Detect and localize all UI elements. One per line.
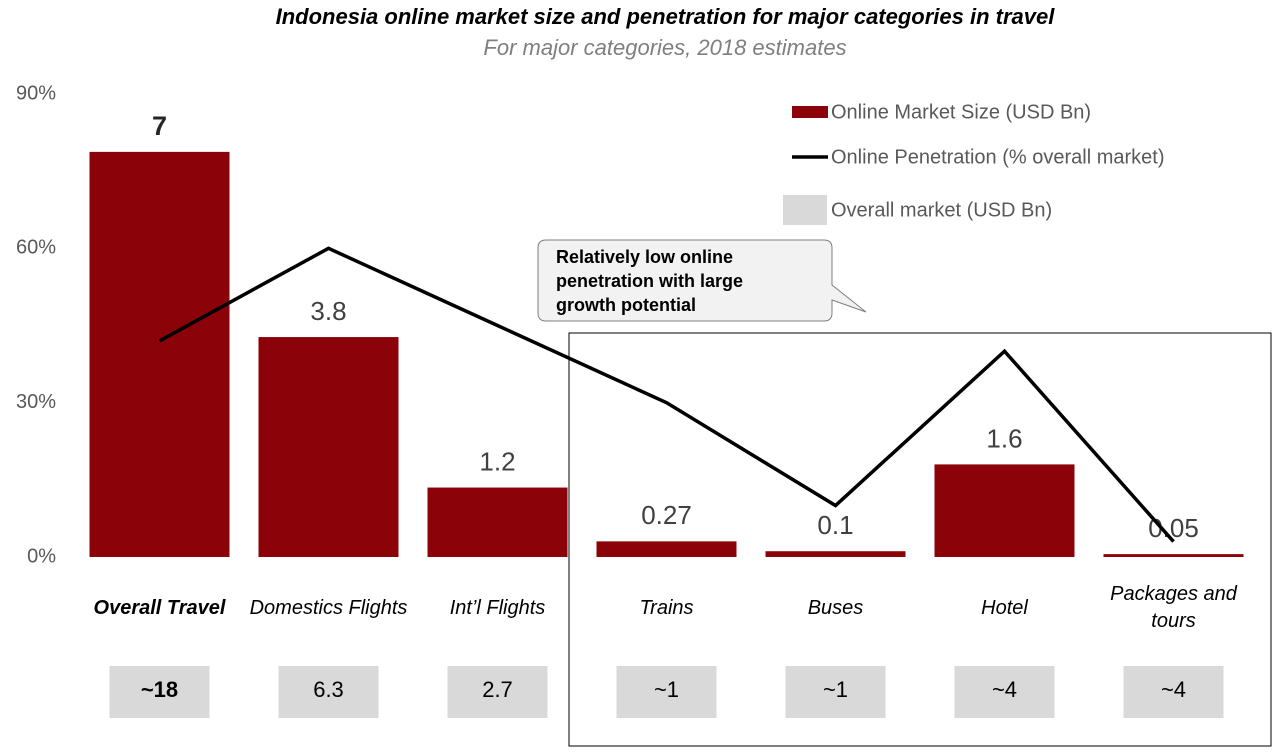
bar-value-label: 1.2	[479, 446, 515, 476]
overall-market-label: ~18	[141, 677, 178, 702]
bar-value-label: 7	[152, 111, 167, 141]
x-tick-label: Hotel	[981, 596, 1028, 619]
bar	[1103, 554, 1244, 557]
bar	[427, 487, 568, 557]
legend-swatch	[792, 106, 828, 118]
overall-market-label: ~1	[654, 677, 679, 702]
overall-market-box	[1123, 666, 1224, 718]
penetration-line	[158, 246, 1175, 543]
y-tick-label: 60%	[16, 237, 56, 259]
x-tick-label: Packages and tours	[1110, 583, 1237, 632]
bar-value-label: 0.1	[817, 510, 853, 540]
bar	[765, 551, 906, 557]
overall-market-box	[447, 666, 548, 718]
overall-market-box	[785, 666, 886, 718]
bar-value-label: 0.05	[1148, 513, 1199, 543]
chart-title: Indonesia online market size and penetra…	[276, 4, 1056, 29]
legend-label: Overall market (USD Bn)	[831, 199, 1052, 221]
x-tick-label: Int’l Flights	[449, 596, 546, 619]
bar	[934, 464, 1075, 557]
y-tick-label: 30%	[16, 391, 56, 413]
y-tick-label: 0%	[27, 545, 56, 567]
bar-value-label: 3.8	[310, 296, 346, 326]
legend-swatch	[783, 195, 827, 225]
overall-market-label: 2.7	[482, 677, 513, 702]
bar-value-label: 0.27	[641, 500, 692, 530]
bar-value-label: 1.6	[986, 423, 1022, 453]
overall-market-label: ~4	[992, 677, 1017, 702]
overall-market-label: ~1	[823, 677, 848, 702]
callout-bubble	[537, 239, 867, 322]
overall-market-box	[109, 666, 210, 718]
highlight-box	[568, 332, 1272, 747]
overall-market-label: ~4	[1161, 677, 1186, 702]
x-tick-label: Domestics Flights	[249, 596, 408, 619]
bar	[258, 337, 399, 557]
bar	[89, 151, 230, 557]
x-tick-label: Buses	[807, 596, 864, 619]
x-tick-label: Overall Travel	[93, 596, 226, 619]
bar	[596, 541, 737, 557]
overall-market-box	[954, 666, 1055, 718]
overall-market-box	[616, 666, 717, 718]
x-tick-label: Trains	[639, 596, 694, 619]
legend-label: Online Market Size (USD Bn)	[831, 101, 1091, 123]
chart-subtitle: For major categories, 2018 estimates	[483, 35, 846, 60]
overall-market-box	[278, 666, 379, 718]
annotation: Relatively low online penetration with l…	[556, 247, 744, 315]
y-tick-label: 90%	[16, 82, 56, 104]
legend-label: Online Penetration (% overall market)	[831, 146, 1164, 168]
overall-market-label: 6.3	[313, 677, 344, 702]
